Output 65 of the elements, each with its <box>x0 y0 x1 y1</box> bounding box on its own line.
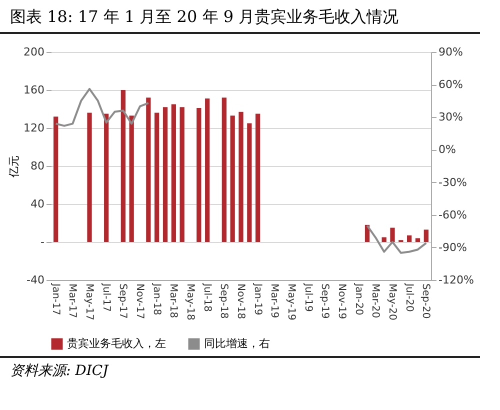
x-tick-label: Jan-17 <box>50 282 61 316</box>
y-tick-label: -40 <box>26 274 44 286</box>
y-tick-label: 40 <box>30 198 44 210</box>
bar <box>129 116 134 242</box>
x-tick-label: Nov-18 <box>235 284 246 320</box>
x-tick-label: Sep-19 <box>319 284 330 319</box>
bar <box>87 112 92 242</box>
bar <box>104 114 109 242</box>
bar <box>407 235 412 242</box>
text: 资料来源: DICJ <box>0 356 480 384</box>
bar <box>247 123 252 242</box>
y2-tick-label: 0% <box>438 143 456 156</box>
x-tick-label: Jan-19 <box>252 282 263 316</box>
y-tick-label: 200 <box>24 46 44 58</box>
x-tick-label: Jul-19 <box>302 282 314 312</box>
bar <box>390 228 395 242</box>
x-tick-label: Jan-20 <box>352 282 364 316</box>
y2-tick-label: -90% <box>438 240 467 254</box>
bar <box>54 116 58 242</box>
bar <box>424 230 428 242</box>
x-tick-label: Jul-17 <box>100 282 112 312</box>
bar <box>256 114 260 242</box>
y-tick-label: 80 <box>30 160 44 172</box>
bar <box>180 107 184 242</box>
x-tick-label: May-19 <box>286 284 296 320</box>
y2-tick-label: 30% <box>438 110 463 124</box>
bar <box>415 238 420 242</box>
x-tick-label: Mar-20 <box>370 284 381 318</box>
y2-tick-label: 90% <box>438 46 463 58</box>
x-tick-label: Jul-18 <box>201 282 212 312</box>
legend-label: 贵宾业务毛收入，左 <box>67 337 166 350</box>
bar <box>154 112 160 242</box>
x-tick-label: May-20 <box>386 284 398 320</box>
y2-tick-label: -120% <box>438 274 474 286</box>
bar <box>146 98 151 242</box>
y-axis-title: 亿元 <box>8 156 21 178</box>
y2-tick-label: -30% <box>438 176 467 189</box>
y-tick-label: - <box>40 236 45 248</box>
x-tick-label: Nov-17 <box>134 284 146 320</box>
bar <box>205 98 210 242</box>
bar <box>171 104 176 242</box>
x-tick-label: Sep-18 <box>218 284 230 319</box>
x-tick-label: Sep-20 <box>420 284 432 319</box>
x-tick-label: Mar-19 <box>268 284 280 318</box>
y-tick-label: 120 <box>24 122 44 134</box>
bar <box>222 98 226 242</box>
x-tick-label: Nov-19 <box>336 284 347 320</box>
bar <box>238 112 244 242</box>
chart-title: 图表 18: 17 年 1 月至 20 年 9 月贵宾业务毛收入情况 <box>0 0 480 34</box>
x-tick-label: May-17 <box>84 284 95 320</box>
y2-tick-label: -60% <box>438 208 467 222</box>
x-tick-label: Sep-17 <box>117 284 128 319</box>
x-tick-label: Mar-18 <box>168 284 179 318</box>
y2-tick-label: 60% <box>438 78 463 92</box>
legend-label: 同比增速，右 <box>204 337 270 350</box>
x-tick-label: Jan-18 <box>150 282 162 316</box>
y-tick-label: 160 <box>24 84 44 96</box>
x-tick-label: May-18 <box>184 284 196 320</box>
x-tick-label: Jul-20 <box>403 282 414 312</box>
x-tick-label: Mar-17 <box>66 284 78 318</box>
bar <box>196 108 202 242</box>
bar <box>120 90 126 242</box>
bar <box>382 237 386 242</box>
bar <box>230 116 235 242</box>
bar <box>162 107 168 242</box>
